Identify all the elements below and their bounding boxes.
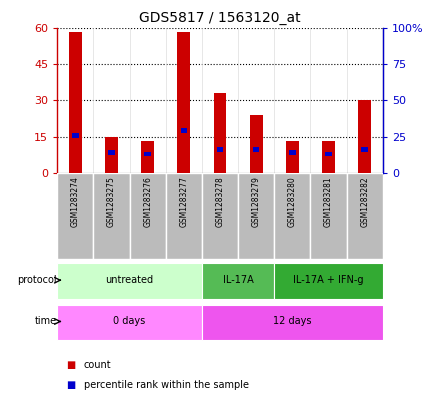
Text: GSM1283282: GSM1283282 xyxy=(360,176,369,227)
Bar xyxy=(177,32,190,173)
Bar xyxy=(274,173,311,259)
Bar xyxy=(57,263,202,299)
Bar xyxy=(253,147,260,152)
Text: GSM1283275: GSM1283275 xyxy=(107,176,116,227)
Text: 0 days: 0 days xyxy=(114,316,146,327)
Text: ■: ■ xyxy=(66,360,75,371)
Bar xyxy=(361,147,368,152)
Text: untreated: untreated xyxy=(106,275,154,285)
Bar xyxy=(57,305,202,340)
Bar xyxy=(250,115,263,173)
Text: ■: ■ xyxy=(66,380,75,390)
Text: IL-17A: IL-17A xyxy=(223,275,253,285)
Bar xyxy=(202,305,383,340)
Text: protocol: protocol xyxy=(18,275,57,285)
Bar xyxy=(57,173,93,259)
Text: percentile rank within the sample: percentile rank within the sample xyxy=(84,380,249,390)
Bar xyxy=(202,263,274,299)
Bar xyxy=(141,141,154,173)
Text: GSM1283274: GSM1283274 xyxy=(71,176,80,227)
Text: GSM1283276: GSM1283276 xyxy=(143,176,152,227)
Bar xyxy=(93,173,129,259)
Bar xyxy=(311,173,347,259)
Bar xyxy=(238,173,274,259)
Text: GSM1283281: GSM1283281 xyxy=(324,176,333,227)
Text: GSM1283278: GSM1283278 xyxy=(216,176,224,227)
Bar xyxy=(359,100,371,173)
Bar xyxy=(105,136,118,173)
Text: count: count xyxy=(84,360,111,371)
Bar xyxy=(144,152,151,156)
Bar xyxy=(180,129,187,133)
Text: IL-17A + IFN-g: IL-17A + IFN-g xyxy=(293,275,364,285)
Text: GSM1283277: GSM1283277 xyxy=(180,176,188,227)
Bar xyxy=(322,141,335,173)
Bar xyxy=(108,150,115,155)
Text: 12 days: 12 days xyxy=(273,316,312,327)
Bar xyxy=(72,133,79,138)
Bar xyxy=(274,263,383,299)
Bar xyxy=(166,173,202,259)
Text: GSM1283279: GSM1283279 xyxy=(252,176,260,227)
Bar xyxy=(69,32,82,173)
Bar xyxy=(286,141,299,173)
Bar xyxy=(217,147,223,152)
Bar xyxy=(214,93,226,173)
Text: time: time xyxy=(35,316,57,327)
Bar xyxy=(202,173,238,259)
Bar xyxy=(129,173,166,259)
Bar xyxy=(347,173,383,259)
Bar xyxy=(325,152,332,156)
Bar xyxy=(289,150,296,155)
Title: GDS5817 / 1563120_at: GDS5817 / 1563120_at xyxy=(139,11,301,25)
Text: GSM1283280: GSM1283280 xyxy=(288,176,297,227)
